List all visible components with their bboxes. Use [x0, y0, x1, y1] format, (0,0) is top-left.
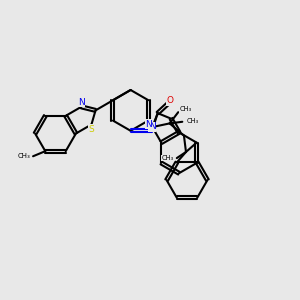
Text: N: N [145, 120, 152, 129]
Text: S: S [88, 125, 94, 134]
Text: CH₃: CH₃ [18, 153, 31, 159]
Text: CH₃: CH₃ [187, 118, 199, 124]
Text: N: N [149, 122, 155, 131]
Text: CH₃: CH₃ [180, 106, 192, 112]
Text: O: O [167, 96, 174, 105]
Text: CH₃: CH₃ [162, 155, 174, 161]
Text: N: N [78, 98, 85, 107]
